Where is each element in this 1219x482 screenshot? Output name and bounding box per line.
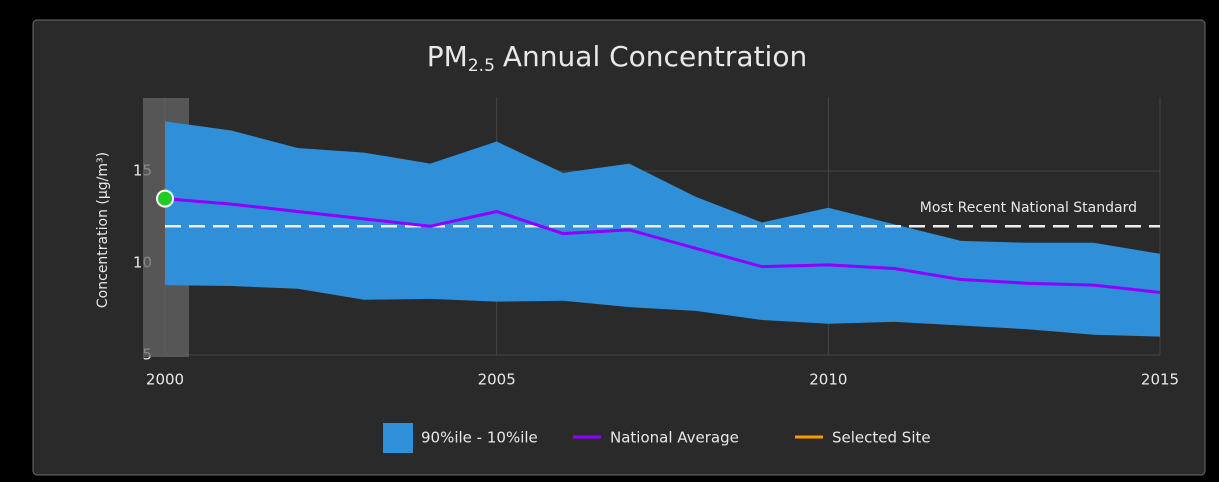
x-tick-label: 2010	[809, 371, 847, 389]
standard-label: Most Recent National Standard	[920, 200, 1137, 216]
legend-label: 90%ile - 10%ile	[421, 429, 538, 447]
legend-swatch	[383, 423, 413, 453]
series-line	[164, 197, 1161, 294]
title-suffix: Annual Concentration	[503, 40, 807, 73]
x-tick-label: 2015	[1141, 371, 1179, 389]
plot: Most Recent National Standard	[156, 121, 1161, 337]
hover-point	[156, 189, 174, 208]
band-area	[165, 121, 1160, 337]
title-prefix: PM	[427, 40, 468, 73]
x-tick-label: 2005	[478, 371, 516, 389]
legend-label: Selected Site	[832, 429, 931, 447]
y-axis-label: Concentration (µg/m³)	[95, 152, 111, 308]
legend: 90%ile - 10%ile National Average Selected …	[383, 423, 931, 453]
legend-label: National Average	[610, 429, 739, 447]
title-subscript: 2.5	[468, 56, 495, 76]
x-tick-label: 2000	[146, 371, 184, 389]
chart-title: PM2.5 Annual Concentration	[427, 40, 807, 76]
